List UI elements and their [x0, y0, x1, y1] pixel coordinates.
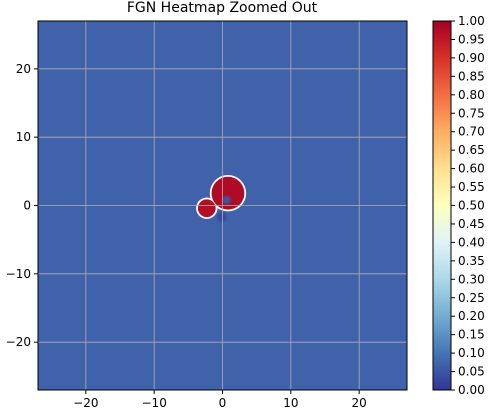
colorbar-tick-label: 0.05: [458, 365, 485, 379]
colorbar-tick-label: 0.75: [458, 106, 485, 120]
grid-lines: [38, 21, 407, 390]
heatmap-features: [196, 175, 247, 222]
colorbar-tick-label: 0.10: [458, 346, 485, 360]
colorbar-tick-label: 0.40: [458, 235, 485, 249]
x-tick-label: 0: [219, 396, 227, 410]
colorbar-tick-label: 0.45: [458, 217, 485, 231]
colorbar: 1.00 0.95 0.90 0.85 0.80 0.75 0.70 0.65 0.60 0.55…: [432, 14, 485, 397]
x-tick-label: 10: [283, 396, 298, 410]
right-hole: [222, 195, 231, 205]
colorbar-tick-label: 0.00: [458, 383, 485, 397]
y-tick-label: 0: [23, 199, 31, 213]
colorbar-tick-label: 0.85: [458, 69, 485, 83]
y-tick-label: 20: [16, 62, 31, 76]
colorbar-tick-label: 0.25: [458, 291, 485, 305]
colorbar-tick-label: 0.30: [458, 272, 485, 286]
y-tick-label: −20: [6, 335, 31, 349]
colorbar-ticks: 1.00 0.95 0.90 0.85 0.80 0.75 0.70 0.65 0.60 0.55…: [451, 14, 485, 397]
colorbar-tick-label: 0.80: [458, 88, 485, 102]
colorbar-tick-label: 0.55: [458, 180, 485, 194]
colorbar-tick-label: 1.00: [458, 14, 485, 28]
x-tick-label: −20: [73, 396, 98, 410]
colorbar-tick-label: 0.60: [458, 162, 485, 176]
x-tick-label: 20: [352, 396, 367, 410]
colorbar-tick-label: 0.15: [458, 328, 485, 342]
colorbar-tick-label: 0.65: [458, 143, 485, 157]
y-tick-label: −10: [6, 267, 31, 281]
plot-area: −20 −10 0 10 20 20 10 0 −10 −20: [6, 20, 408, 410]
x-axis: −20 −10 0 10 20: [73, 390, 367, 410]
colorbar-tick-label: 0.70: [458, 125, 485, 139]
colorbar-gradient: [432, 20, 452, 391]
x-tick-label: −10: [142, 396, 167, 410]
y-axis: 20 10 0 −10 −20: [6, 62, 38, 349]
y-tick-label: 10: [16, 130, 31, 144]
colorbar-tick-label: 0.95: [458, 32, 485, 46]
main-lobe: [211, 176, 245, 210]
colorbar-tick-label: 0.35: [458, 254, 485, 268]
colorbar-tick-label: 0.20: [458, 309, 485, 323]
left-lobe: [197, 199, 216, 218]
lower-dip: [217, 212, 227, 222]
colorbar-tick-label: 0.50: [458, 199, 485, 213]
colorbar-tick-label: 0.90: [458, 51, 485, 65]
chart-title: FGN Heatmap Zoomed Out: [127, 0, 318, 16]
